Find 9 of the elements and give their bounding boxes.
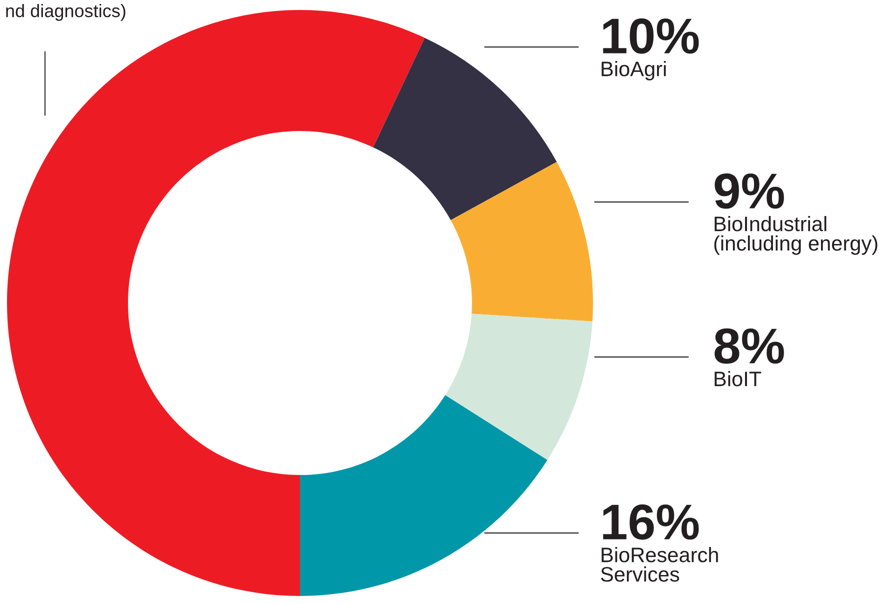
slice-label: BioResearch Services <box>600 547 718 582</box>
slice-label: BioAgri <box>602 61 666 80</box>
slice-label: BioIT <box>714 371 762 386</box>
data-label: 16% <box>603 504 699 540</box>
data-label: 9% <box>714 173 784 209</box>
slice-label: nd diagnostics) <box>6 4 126 21</box>
data-label: 10% <box>603 18 699 54</box>
slice-label: BioIndustrial (including energy) <box>714 216 878 255</box>
data-label: 8% <box>714 328 784 364</box>
